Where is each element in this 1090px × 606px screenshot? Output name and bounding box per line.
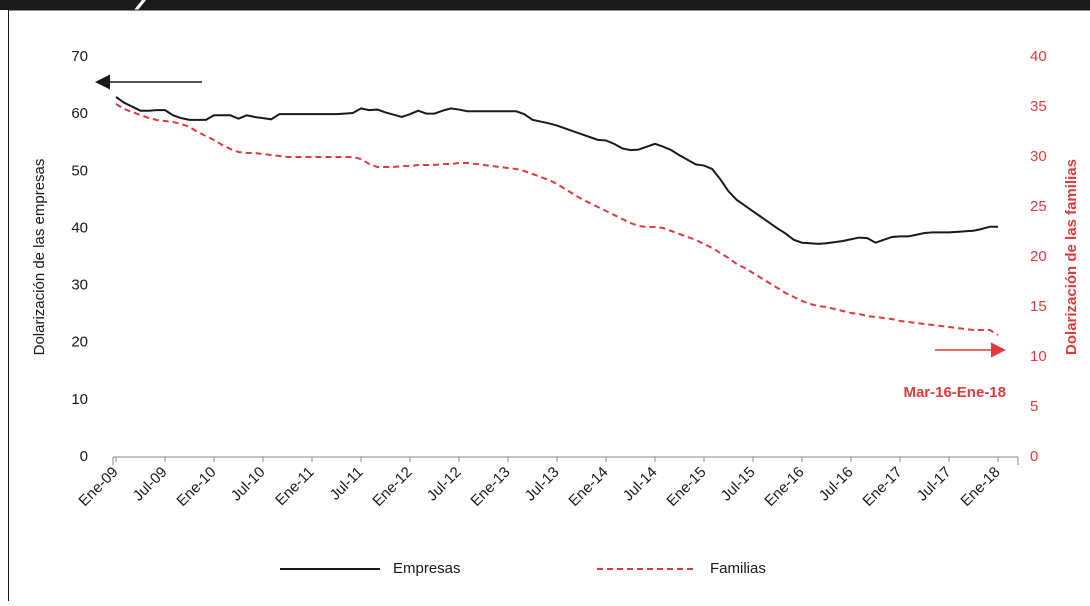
annotation: Mar-16-Ene-18 <box>903 384 1006 401</box>
legend-label: Empresas <box>393 560 461 577</box>
y2-tick-label: 10 <box>1030 348 1047 365</box>
y-tick-label: 40 <box>71 219 88 236</box>
x-tick-label: Ene-11 <box>272 464 317 509</box>
y-axis-label: Dolarización de las empresas <box>31 159 48 356</box>
y2-tick-label: 35 <box>1030 98 1047 115</box>
y-tick-label: 10 <box>71 391 88 408</box>
x-tick-label: Jul-11 <box>327 464 367 504</box>
x-tick-label: Jul-09 <box>130 464 171 505</box>
y-tick-label: 20 <box>71 334 88 351</box>
y-tick-label: 60 <box>71 105 88 122</box>
y2-tick-label: 0 <box>1030 448 1038 465</box>
series-line <box>116 97 998 244</box>
y2-tick-label: 25 <box>1030 198 1047 215</box>
y2-axis-label: Dolarización de las familias <box>1063 159 1080 355</box>
y2-tick-label: 15 <box>1030 298 1047 315</box>
x-tick-label: Ene-09 <box>75 464 121 510</box>
frame <box>9 10 1090 601</box>
x-tick-label: Ene-18 <box>957 464 1003 510</box>
legend-label: Familias <box>710 560 766 577</box>
x-tick-label: Ene-16 <box>761 464 807 510</box>
x-tick-label: Ene-15 <box>663 464 709 510</box>
x-tick-label: Jul-15 <box>718 464 759 505</box>
x-tick-label: Ene-12 <box>369 464 415 510</box>
y-tick-label: 30 <box>71 277 88 294</box>
x-tick-label: Ene-10 <box>173 464 219 510</box>
x-tick-label: Jul-17 <box>914 464 955 505</box>
x-tick-label: Ene-17 <box>859 464 905 510</box>
x-tick-label: Jul-14 <box>620 464 661 505</box>
y2-tick-label: 30 <box>1030 148 1047 165</box>
x-tick-label: Jul-13 <box>522 464 563 505</box>
x-tick-label: Jul-16 <box>816 464 857 505</box>
y2-tick-label: 40 <box>1030 48 1047 65</box>
y-tick-label: 70 <box>71 48 88 65</box>
y-tick-label: 50 <box>71 162 88 179</box>
y-tick-label: 0 <box>80 448 88 465</box>
series-line <box>116 104 998 335</box>
top-bar <box>0 0 1090 10</box>
y2-tick-label: 20 <box>1030 248 1047 265</box>
y2-tick-label: 5 <box>1030 398 1038 415</box>
x-tick-label: Jul-10 <box>228 464 269 505</box>
x-tick-label: Ene-14 <box>565 464 611 510</box>
x-tick-label: Jul-12 <box>424 464 465 505</box>
x-tick-label: Ene-13 <box>467 464 513 510</box>
